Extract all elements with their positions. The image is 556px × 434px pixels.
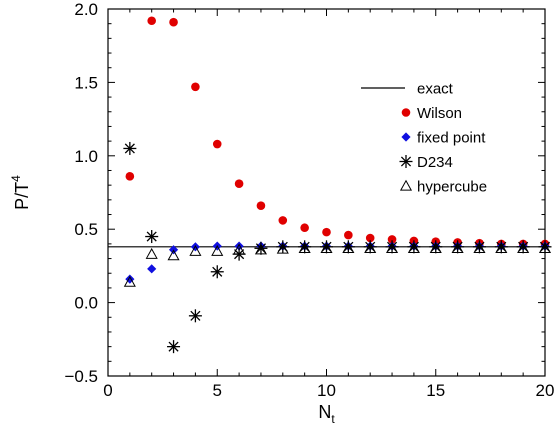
wilson-point — [212, 139, 222, 149]
legend-wilson-marker — [401, 108, 411, 117]
d234-point-stroke — [146, 231, 157, 242]
ticks-layer: 0 5 10 15 20 −0.5 0.0 0.5 1.0 1.5 2.0 — [64, 0, 554, 400]
d234-point-stroke — [190, 310, 201, 321]
hypercube-point — [407, 242, 420, 253]
wilson-point — [365, 233, 375, 243]
hypercube-point — [473, 242, 486, 253]
legend-hypercube-marker — [399, 179, 413, 191]
legend-d234-marker — [399, 155, 413, 168]
d234-point — [167, 340, 181, 354]
legend-label-hypercube: hypercube — [417, 179, 487, 196]
legend-fixed-point-marker — [401, 132, 411, 142]
legend: exact Wilson fixed point D234 hypercube — [361, 81, 487, 196]
d234-point-stroke — [474, 241, 485, 252]
hypercube-point — [211, 244, 224, 256]
d234-point-stroke — [343, 241, 354, 252]
wilson-point — [322, 227, 331, 237]
hypercube-point — [145, 247, 158, 259]
d234-point — [123, 141, 137, 155]
d234-point — [210, 265, 224, 279]
hypercube-point — [254, 243, 267, 255]
y-axis-title-main: P/T — [12, 182, 32, 210]
x-tick-label: 5 — [213, 381, 222, 400]
hypercube-point — [189, 244, 202, 256]
wilson-point — [191, 82, 200, 92]
legend-label-fixed-point: fixed point — [417, 130, 486, 147]
y-tick-label: −0.5 — [64, 367, 98, 386]
wilson-point — [344, 230, 353, 240]
d234-point-stroke — [386, 241, 398, 252]
wilson-point — [278, 216, 288, 225]
x-tick-label: 0 — [103, 381, 112, 400]
d234-point-stroke — [299, 241, 310, 252]
d234-point-stroke — [430, 241, 441, 252]
hypercube-point — [364, 242, 377, 253]
hypercube-point — [320, 242, 333, 253]
d234-point-stroke — [168, 341, 179, 352]
hypercube-point — [298, 242, 311, 253]
wilson-point — [300, 223, 309, 233]
hypercube-point — [386, 242, 399, 253]
x-tick-label: 10 — [317, 381, 336, 400]
d234-point-stroke — [321, 241, 332, 252]
marks-layer — [123, 16, 552, 354]
y-tick-label: 1.0 — [74, 147, 98, 166]
wilson-point — [387, 235, 397, 244]
d234-point-stroke — [212, 266, 223, 277]
d234-point-stroke — [365, 241, 376, 252]
y-axis-title: P/T4 — [9, 175, 32, 210]
wilson-point — [234, 179, 244, 188]
legend-label-wilson: Wilson — [417, 105, 462, 122]
hypercube-point — [342, 242, 355, 253]
y-tick-label: 0.5 — [74, 220, 98, 239]
d234-point-stroke — [408, 241, 419, 252]
wilson-point — [125, 172, 135, 181]
y-tick-label: 0.0 — [74, 294, 98, 313]
d234-point — [145, 230, 159, 244]
x-tick-label: 15 — [426, 381, 445, 400]
y-tick-label: 1.5 — [74, 73, 98, 92]
hypercube-point — [123, 275, 136, 287]
x-axis-title-subscript: t — [331, 412, 335, 426]
legend-d234-marker-stroke — [400, 156, 412, 167]
wilson-point — [169, 17, 178, 27]
d234-point — [298, 240, 312, 254]
hypercube-point — [167, 249, 180, 261]
y-axis-title-superscript: 4 — [9, 175, 23, 182]
x-axis-title: Nt — [318, 402, 335, 426]
hypercube-point — [276, 242, 289, 254]
y-tick-label: 2.0 — [74, 0, 98, 19]
hypercube-point — [451, 242, 464, 253]
hypercube-point — [233, 243, 246, 255]
d234-point — [188, 309, 202, 323]
d234-point-stroke — [518, 241, 529, 252]
x-axis-title-main: N — [318, 402, 331, 422]
wilson-point — [256, 201, 266, 211]
d234-point-stroke — [452, 241, 463, 252]
legend-label-exact: exact — [417, 81, 454, 98]
hypercube-point — [495, 242, 508, 253]
d234-point-stroke — [255, 243, 267, 254]
hypercube-point — [517, 242, 530, 253]
hypercube-point — [429, 242, 442, 253]
wilson-point — [147, 16, 156, 26]
x-tick-label: 20 — [536, 381, 555, 400]
d234-point-stroke — [124, 143, 135, 154]
fixed-point-point — [147, 264, 157, 274]
d234-point-stroke — [496, 241, 507, 252]
d234-point-stroke — [539, 241, 551, 252]
hypercube-point — [538, 242, 552, 253]
legend-label-d234: D234 — [417, 154, 453, 171]
